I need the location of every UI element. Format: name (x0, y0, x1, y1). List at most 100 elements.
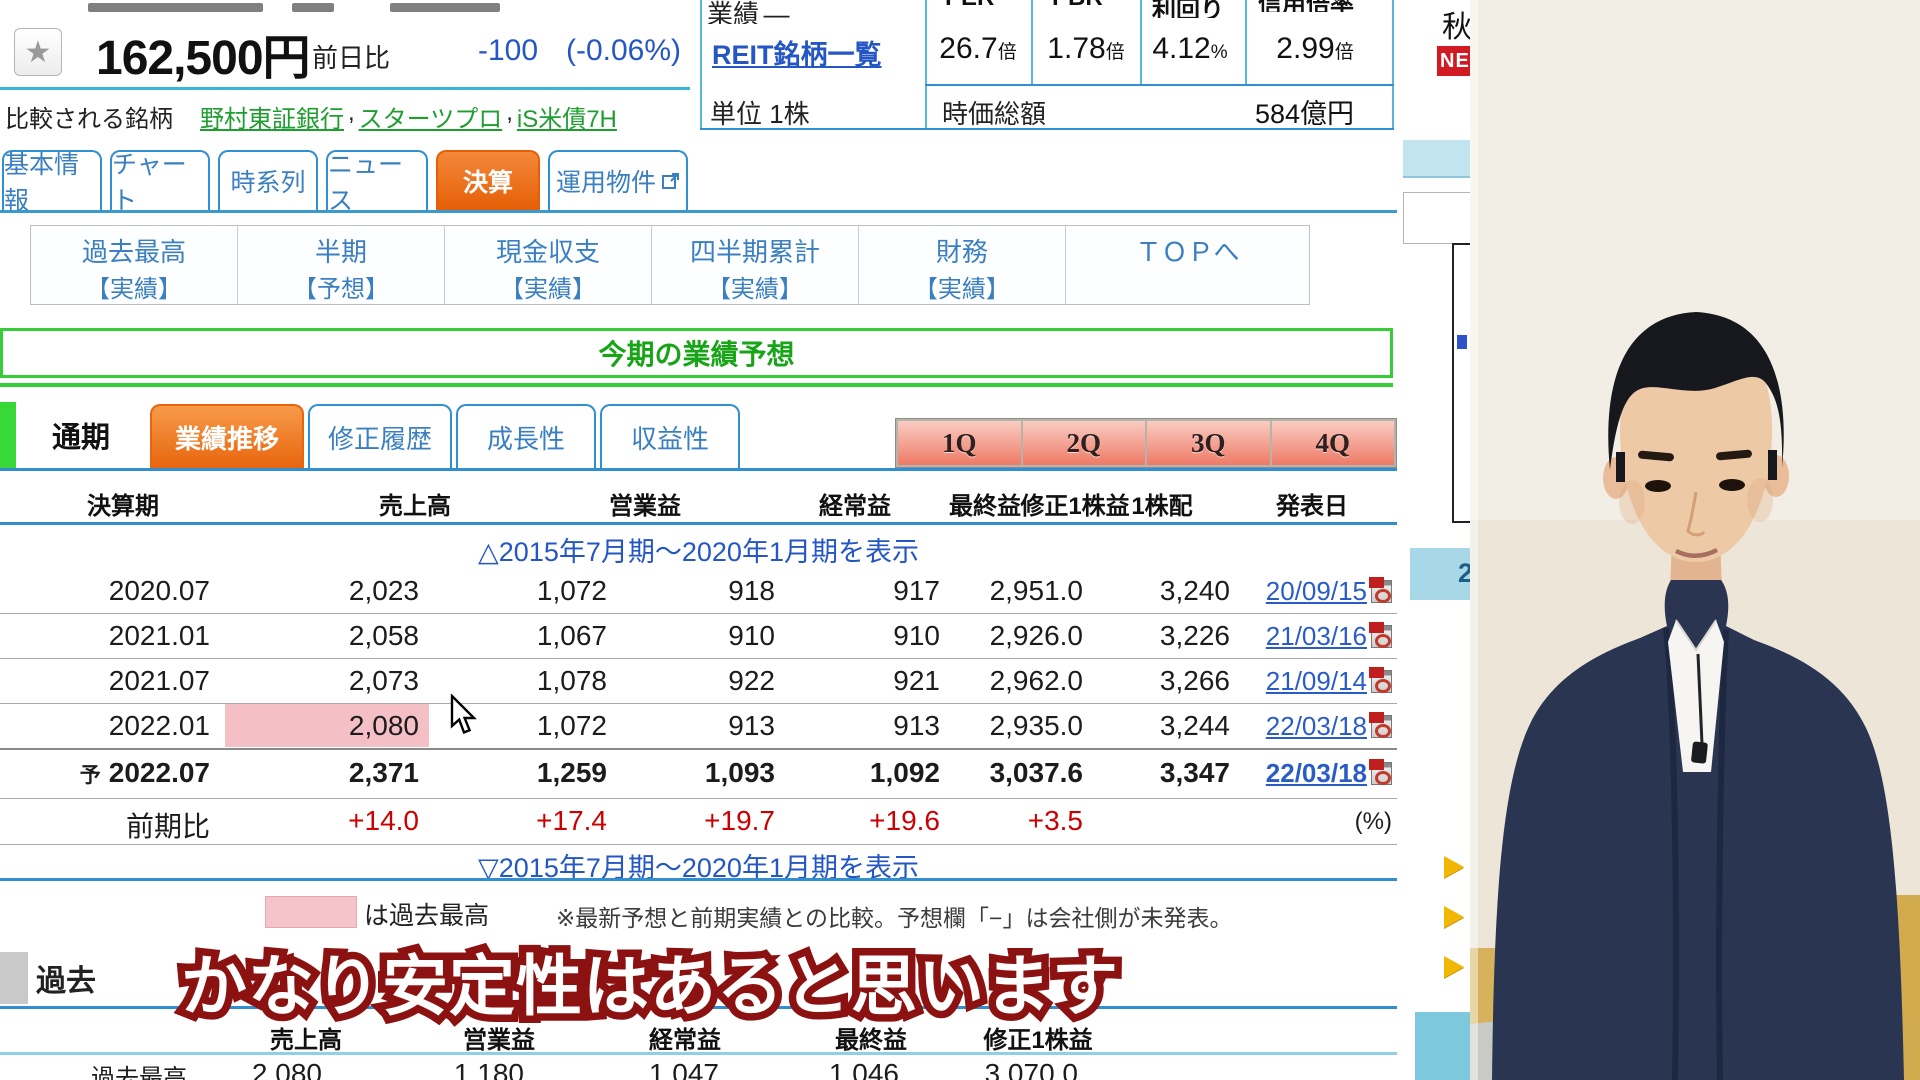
divider (0, 468, 1397, 471)
divider (0, 1052, 1397, 1055)
subnav-past-high[interactable]: 過去最高 【実績】 (31, 226, 238, 304)
past-cell: 1,047 (648, 1058, 719, 1080)
cell-eps: 2,926.0 (989, 620, 1083, 651)
quarter-button-2q[interactable]: 2Q (1022, 421, 1145, 465)
cell-ord: 922 (728, 665, 775, 696)
past-col-header: 修正1株益 (983, 1027, 1093, 1054)
cell-op: 1,067 (536, 620, 607, 651)
compare-link[interactable]: iS米債7H (516, 106, 617, 133)
cell-net: 921 (893, 665, 940, 696)
divider (1245, 0, 1247, 84)
cell-op: 1,259 (536, 757, 607, 788)
divider (1392, 0, 1394, 130)
gyoseki-value: — (763, 0, 790, 24)
cell-div: 3,244 (1159, 710, 1230, 741)
ptab-growth[interactable]: 成長性 (456, 404, 596, 468)
quarter-button-4q[interactable]: 4Q (1271, 421, 1394, 465)
quarter-button-3q[interactable]: 3Q (1147, 421, 1270, 465)
tab-chart[interactable]: チャート (110, 150, 210, 215)
face (1620, 330, 1772, 562)
subnav-financials[interactable]: 財務 【実績】 (859, 226, 1066, 304)
side-arrow-icon (1444, 956, 1464, 978)
subnav-cash-flow[interactable]: 現金収支 【実績】 (445, 226, 652, 304)
clipped-quote-time (390, 3, 500, 12)
report-date-link[interactable]: 21/03/16 (1265, 621, 1367, 651)
cell-eps: 3,037.6 (989, 757, 1083, 788)
cell-ord: 918 (728, 575, 775, 606)
divider (0, 1006, 1397, 1009)
cell-period: 2022.01 (108, 710, 210, 741)
subnav-top-link[interactable]: ＴＯＰへ (1135, 237, 1240, 267)
cell-date: 20/09/15 (1266, 576, 1392, 607)
col-header: 1株配 (1131, 493, 1193, 520)
col-header: 営業益 (609, 493, 681, 520)
reit-list-link[interactable]: REIT銘柄一覧 (712, 40, 882, 70)
ptab-revision-history[interactable]: 修正履歴 (308, 404, 452, 468)
hair (1608, 312, 1784, 470)
col-header: 発表日 (1276, 493, 1348, 520)
shirt (1668, 620, 1724, 772)
past-col-header: 売上高 (270, 1027, 342, 1054)
compare-label: 比較される銘柄 (5, 106, 173, 133)
unit-label: 単位 1株 (710, 99, 810, 129)
cell-div: 3,266 (1159, 665, 1230, 696)
side-panel-box (1403, 192, 1471, 244)
col-header: 修正1株益 (1020, 493, 1130, 520)
divider (0, 748, 1397, 750)
subnav-quarterly-cumulative[interactable]: 四半期累計 【実績】 (652, 226, 859, 304)
side-arrow-icon (1444, 856, 1464, 878)
past-col-header: 最終益 (835, 1027, 907, 1054)
compare-link[interactable]: スターツプロ (358, 106, 503, 133)
pdf-icon[interactable] (1369, 577, 1392, 603)
cell-div: 3,240 (1159, 575, 1230, 606)
report-date-link[interactable]: 22/03/18 (1265, 758, 1367, 788)
record-high-highlight (225, 704, 429, 747)
yield-value: 4.12% (1152, 32, 1228, 65)
record-high-swatch (265, 896, 357, 928)
cell-op: 1,072 (536, 575, 607, 606)
report-date-link[interactable]: 20/09/15 (1265, 576, 1367, 606)
tab-basic-info[interactable]: 基本情報 (2, 150, 102, 215)
lavalier-mic (1691, 741, 1708, 764)
side-ad-chip (1457, 335, 1467, 349)
tab-earnings[interactable]: 決算 (436, 150, 540, 210)
cell-sales: 2,371 (348, 757, 419, 788)
range-toggle-top[interactable]: △2015年7月期〜2020年1月期を表示 (478, 537, 919, 567)
margin-ratio-value: 2.99倍 (1276, 32, 1354, 65)
tab-news[interactable]: ニュース (326, 150, 428, 215)
pdf-icon[interactable] (1369, 667, 1392, 693)
pdf-icon[interactable] (1369, 622, 1392, 648)
external-link-icon (662, 173, 679, 189)
divider (0, 798, 1397, 799)
price-change: -100 (478, 34, 539, 67)
forecast-marker: 予 (79, 764, 101, 787)
cell-net: 910 (893, 620, 940, 651)
divider (0, 383, 1393, 387)
yield-header: 利回り (1152, 0, 1224, 18)
legend-note: ※最新予想と前期実績との比較。予想欄「−」は会社側が未発表。 (556, 905, 1233, 931)
pdf-icon[interactable] (1369, 712, 1392, 738)
report-date-link[interactable]: 22/03/18 (1265, 711, 1367, 741)
quarter-button-1q[interactable]: 1Q (898, 421, 1021, 465)
ptab-profitability[interactable]: 収益性 (600, 404, 740, 468)
tab-time-series[interactable]: 時系列 (218, 150, 318, 210)
tab-properties[interactable]: 運用物件 (548, 150, 688, 210)
pdf-icon[interactable] (1369, 759, 1392, 785)
cell-ord: 910 (728, 620, 775, 651)
clipped-market-label (292, 3, 334, 12)
subnav-half-year[interactable]: 半期 【予想】 (238, 226, 445, 304)
cell-net: 917 (893, 575, 940, 606)
cell-eps: 2,951.0 (989, 575, 1083, 606)
report-date-link[interactable]: 21/09/14 (1265, 666, 1367, 696)
legend-label: は過去最高 (364, 902, 490, 930)
divider (1031, 0, 1033, 84)
divider (1140, 0, 1142, 84)
table-header-row: 決算期 売上高 営業益 経常益 最終益 修正1株益 1株配 発表日 (0, 478, 1397, 524)
scope-accent-bar (0, 402, 16, 470)
pbr-header: PBR (1052, 0, 1122, 12)
favorite-star-button[interactable]: ★ (14, 28, 62, 76)
market-cap-label: 時価総額 (942, 99, 1047, 129)
divider (700, 0, 702, 130)
ptab-earnings-trend[interactable]: 業績推移 (150, 404, 304, 468)
compare-link[interactable]: 野村東証銀行 (200, 106, 344, 133)
